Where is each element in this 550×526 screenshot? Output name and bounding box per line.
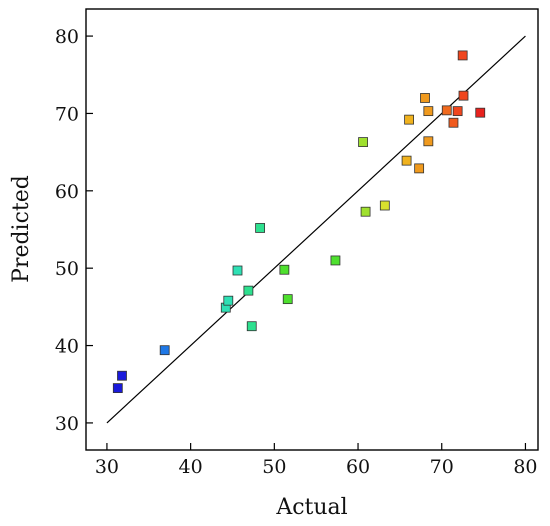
data-point bbox=[420, 93, 430, 103]
data-point bbox=[448, 117, 459, 128]
data-point bbox=[457, 50, 468, 61]
data-points bbox=[112, 50, 486, 394]
data-point bbox=[401, 155, 412, 166]
y-tick-label: 80 bbox=[55, 26, 79, 48]
x-axis-title: Actual bbox=[275, 495, 347, 520]
y-tick-label: 30 bbox=[55, 413, 79, 435]
y-tick-label: 50 bbox=[55, 258, 79, 280]
data-point bbox=[452, 106, 463, 117]
data-point bbox=[246, 321, 257, 332]
x-tick-label: 60 bbox=[346, 456, 370, 478]
plot-frame bbox=[85, 8, 539, 451]
y-tick-label: 40 bbox=[55, 336, 79, 358]
data-point bbox=[112, 383, 123, 394]
reference-line bbox=[106, 35, 526, 424]
data-point bbox=[458, 90, 469, 101]
data-point bbox=[279, 264, 290, 275]
data-point bbox=[223, 295, 234, 306]
x-tick-label: 80 bbox=[513, 456, 537, 478]
reference-line-group bbox=[106, 35, 526, 424]
y-tick-label: 70 bbox=[55, 103, 79, 125]
data-point bbox=[330, 255, 341, 266]
data-point bbox=[379, 200, 390, 211]
x-tick-label: 30 bbox=[95, 456, 119, 478]
data-point bbox=[475, 107, 486, 118]
y-axis-title: Predicted bbox=[9, 175, 34, 283]
data-point bbox=[282, 294, 293, 305]
data-point bbox=[423, 136, 434, 147]
x-tick-label: 70 bbox=[430, 456, 454, 478]
axis-ticks: 30 40 50 60 70 80 30 40 50 60 70 80 bbox=[55, 26, 538, 478]
data-point bbox=[117, 370, 127, 381]
data-point bbox=[441, 105, 452, 116]
data-point bbox=[360, 206, 371, 217]
y-tick-label: 60 bbox=[55, 181, 79, 203]
data-point bbox=[159, 345, 170, 356]
x-tick-label: 50 bbox=[262, 456, 286, 478]
x-tick-label: 40 bbox=[179, 456, 203, 478]
data-point bbox=[404, 114, 414, 125]
data-point bbox=[358, 137, 368, 147]
data-point bbox=[423, 106, 434, 117]
data-point bbox=[243, 285, 254, 296]
data-point bbox=[255, 223, 266, 233]
data-point bbox=[414, 163, 425, 174]
data-point bbox=[232, 265, 243, 276]
